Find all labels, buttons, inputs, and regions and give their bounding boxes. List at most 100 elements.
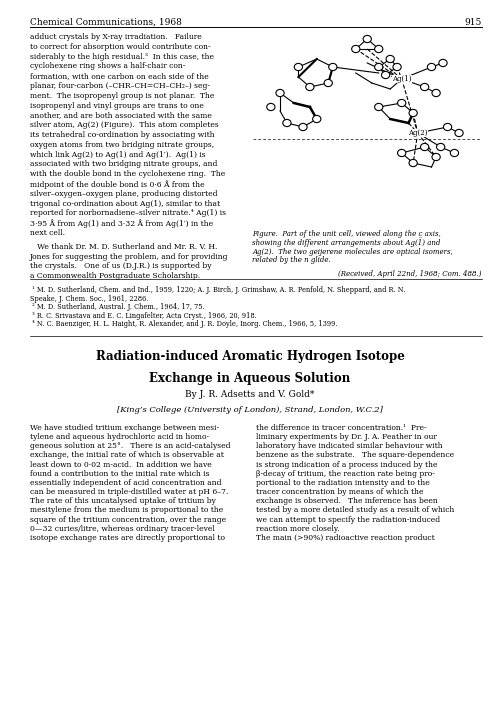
Text: ² M. D. Sutherland, Austral. J. Chem., 1964, 17, 75.: ² M. D. Sutherland, Austral. J. Chem., 1… [30, 303, 204, 311]
Circle shape [312, 116, 321, 123]
Circle shape [306, 84, 314, 90]
Text: we can attempt to specify the radiation-induced: we can attempt to specify the radiation-… [256, 516, 440, 523]
Circle shape [420, 144, 429, 151]
Circle shape [382, 71, 390, 79]
Text: ³ R. C. Srivastava and E. C. Lingafelter, Acta Cryst., 1966, 20, 918.: ³ R. C. Srivastava and E. C. Lingafelter… [30, 312, 257, 320]
Text: We thank Dr. M. D. Sutherland and Mr. R. V. H.: We thank Dr. M. D. Sutherland and Mr. R.… [30, 243, 218, 251]
Circle shape [352, 45, 360, 53]
Text: benzene as the substrate.   The square-dependence: benzene as the substrate. The square-dep… [256, 451, 454, 459]
Text: cyclohexene ring shows a half-chair con-: cyclohexene ring shows a half-chair con- [30, 62, 186, 71]
Text: We have studied tritium exchange between mesi-: We have studied tritium exchange between… [30, 424, 219, 432]
Text: 915: 915 [464, 18, 482, 27]
Text: essentially independent of acid concentration and: essentially independent of acid concentr… [30, 479, 222, 487]
Text: ⁴ N. C. Baenziger, H. L. Haight, R. Alexander, and J. R. Doyle, Inorg. Chem., 19: ⁴ N. C. Baenziger, H. L. Haight, R. Alex… [30, 320, 338, 329]
Text: Radiation-induced Aromatic Hydrogen Isotope: Radiation-induced Aromatic Hydrogen Isot… [96, 349, 405, 362]
Text: tested by a more detailed study as a result of which: tested by a more detailed study as a res… [256, 507, 454, 515]
Text: 3·95 Å from Ag(1) and 3·32 Å from Ag(1′) in the: 3·95 Å from Ag(1) and 3·32 Å from Ag(1′)… [30, 219, 213, 228]
Circle shape [439, 59, 447, 66]
Circle shape [374, 45, 383, 53]
Text: square of the tritium concentration, over the range: square of the tritium concentration, ove… [30, 516, 226, 523]
Circle shape [276, 90, 284, 97]
Circle shape [432, 90, 440, 97]
Text: trigonal co-ordination about Ag(1), similar to that: trigonal co-ordination about Ag(1), simi… [30, 199, 220, 208]
Text: tylene and aqueous hydrochloric acid in homo-: tylene and aqueous hydrochloric acid in … [30, 433, 209, 441]
Text: The rate of this uncatalysed uptake of tritium by: The rate of this uncatalysed uptake of t… [30, 497, 216, 505]
Circle shape [393, 64, 401, 71]
Text: (Received, April 22nd, 1968; Com. 488.): (Received, April 22nd, 1968; Com. 488.) [338, 270, 482, 278]
Text: formation, with one carbon on each side of the: formation, with one carbon on each side … [30, 72, 209, 80]
Text: the difference in tracer concentration.¹  Pre-: the difference in tracer concentration.¹… [256, 424, 426, 432]
Circle shape [324, 79, 332, 87]
Text: portional to the radiation intensity and to the: portional to the radiation intensity and… [256, 479, 430, 487]
Circle shape [283, 119, 291, 126]
Circle shape [436, 144, 445, 151]
Text: silver–oxygen–oxygen plane, producing distorted: silver–oxygen–oxygen plane, producing di… [30, 190, 218, 198]
Text: isotope exchange rates are directly proportional to: isotope exchange rates are directly prop… [30, 534, 225, 542]
Circle shape [328, 64, 337, 71]
Circle shape [363, 35, 372, 43]
Text: reaction more closely.: reaction more closely. [256, 525, 340, 533]
Text: 0—32 curies/litre, whereas ordinary tracer-level: 0—32 curies/litre, whereas ordinary trac… [30, 525, 215, 533]
Text: tracer concentration by means of which the: tracer concentration by means of which t… [256, 488, 424, 496]
Text: midpoint of the double bond is 0·6 Å from the: midpoint of the double bond is 0·6 Å fro… [30, 180, 204, 188]
Text: [King’s College (University of London), Strand, London, W.C.2]: [King’s College (University of London), … [117, 406, 383, 414]
Text: with the double bond in the cyclohexene ring.  The: with the double bond in the cyclohexene … [30, 170, 225, 178]
Text: ¹ M. D. Sutherland, Chem. and Ind., 1959, 1220; A. J. Birch, J. Grimshaw, A. R. : ¹ M. D. Sutherland, Chem. and Ind., 1959… [30, 286, 406, 294]
Text: associated with two bridging nitrate groups, and: associated with two bridging nitrate gro… [30, 160, 218, 168]
Text: Ag(2): Ag(2) [408, 129, 428, 137]
Text: which link Ag(2) to Ag(1) and Ag(1′).  Ag(1) is: which link Ag(2) to Ag(1) and Ag(1′). Ag… [30, 151, 206, 159]
Text: Exchange in Aqueous Solution: Exchange in Aqueous Solution [150, 372, 350, 385]
Text: showing the different arrangements about Ag(1) and: showing the different arrangements about… [252, 239, 441, 247]
Text: silver atom, Ag(2) (Figure).  This atom completes: silver atom, Ag(2) (Figure). This atom c… [30, 121, 219, 129]
Circle shape [374, 64, 383, 71]
Text: geneous solution at 25°.   There is an acid-catalysed: geneous solution at 25°. There is an aci… [30, 442, 230, 450]
Text: Chemical Communications, 1968: Chemical Communications, 1968 [30, 18, 182, 27]
Text: By J. R. Adsetts and V. Gold*: By J. R. Adsetts and V. Gold* [186, 390, 314, 399]
Circle shape [455, 129, 463, 136]
Circle shape [409, 160, 418, 167]
Text: isopropenyl and vinyl groups are trans to one: isopropenyl and vinyl groups are trans t… [30, 102, 204, 110]
Text: siderably to the high residual.³  In this case, the: siderably to the high residual.³ In this… [30, 53, 214, 61]
Text: The main (>90%) radioactive reaction product: The main (>90%) radioactive reaction pro… [256, 534, 435, 542]
Circle shape [444, 123, 452, 131]
Text: related by the n glide.: related by the n glide. [252, 256, 331, 264]
Text: laboratory have indicated similar behaviour with: laboratory have indicated similar behavi… [256, 442, 442, 450]
Text: the crystals.   One of us (D.J.R.) is supported by: the crystals. One of us (D.J.R.) is supp… [30, 262, 212, 271]
Text: β-decay of tritium, the reaction rate being pro-: β-decay of tritium, the reaction rate be… [256, 470, 435, 478]
Text: Jones for suggesting the problem, and for providing: Jones for suggesting the problem, and fo… [30, 253, 228, 261]
Text: Speake, J. Chem. Soc., 1961, 2286.: Speake, J. Chem. Soc., 1961, 2286. [30, 295, 148, 303]
Circle shape [299, 123, 307, 131]
Text: adduct crystals by X-ray irradiation.   Failure: adduct crystals by X-ray irradiation. Fa… [30, 33, 202, 41]
Circle shape [294, 64, 302, 71]
Text: ment.  The isopropenyl group is not planar.  The: ment. The isopropenyl group is not plana… [30, 92, 214, 100]
Circle shape [432, 153, 440, 160]
Circle shape [428, 64, 436, 71]
Text: Ag(2).  The two geijerene molecules are optical isomers,: Ag(2). The two geijerene molecules are o… [252, 248, 454, 256]
Text: can be measured in triple-distilled water at pH 6–7.: can be measured in triple-distilled wate… [30, 488, 228, 496]
Text: found a contribution to the initial rate which is: found a contribution to the initial rate… [30, 470, 210, 478]
Text: liminary experiments by Dr. J. A. Feather in our: liminary experiments by Dr. J. A. Feathe… [256, 433, 437, 441]
Circle shape [420, 84, 429, 90]
Circle shape [266, 103, 275, 110]
Text: oxygen atoms from two bridging nitrate groups,: oxygen atoms from two bridging nitrate g… [30, 141, 214, 149]
Circle shape [398, 100, 406, 107]
Text: Ag(1): Ag(1) [392, 75, 411, 83]
Circle shape [386, 56, 394, 63]
Text: reported for norbornadiene–silver nitrate.⁴ Ag(1) is: reported for norbornadiene–silver nitrat… [30, 209, 226, 217]
Text: a Commonwealth Postgraduate Scholarship.: a Commonwealth Postgraduate Scholarship. [30, 272, 200, 280]
Text: least down to 0·02 m-acid.  In addition we have: least down to 0·02 m-acid. In addition w… [30, 461, 212, 469]
Text: exchange is observed.   The inference has been: exchange is observed. The inference has … [256, 497, 438, 505]
Circle shape [409, 110, 418, 116]
Text: its tetrahedral co-ordination by associating with: its tetrahedral co-ordination by associa… [30, 131, 214, 139]
Text: another, and are both associated with the same: another, and are both associated with th… [30, 111, 212, 119]
Text: planar, four-carbon (–CHR–CH=CH–CH₂–) seg-: planar, four-carbon (–CHR–CH=CH–CH₂–) se… [30, 82, 210, 90]
Text: to correct for absorption would contribute con-: to correct for absorption would contribu… [30, 43, 210, 51]
Text: is strong indication of a process induced by the: is strong indication of a process induce… [256, 461, 438, 469]
Text: next cell.: next cell. [30, 229, 65, 237]
Circle shape [450, 149, 458, 157]
Circle shape [374, 103, 383, 110]
Text: mesitylene from the medium is proportional to the: mesitylene from the medium is proportion… [30, 507, 223, 515]
Text: exchange, the initial rate of which is observable at: exchange, the initial rate of which is o… [30, 451, 224, 459]
Circle shape [398, 149, 406, 157]
Text: Figure.  Part of the unit cell, viewed along the c̲ axis,: Figure. Part of the unit cell, viewed al… [252, 230, 442, 238]
